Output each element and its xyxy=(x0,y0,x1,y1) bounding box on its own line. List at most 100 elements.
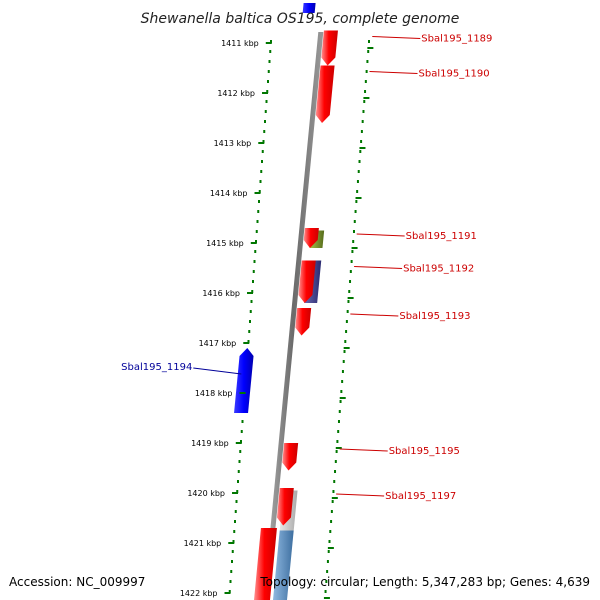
kbp-label: 1413 kbp xyxy=(214,139,252,148)
scale-dot-right xyxy=(344,340,347,343)
gene-arrow[interactable] xyxy=(321,30,338,66)
gene-label[interactable]: Sbal195_1193 xyxy=(399,311,470,322)
scale-dot-right xyxy=(362,110,365,113)
scale-dot-right xyxy=(354,210,357,213)
scale-dot-left xyxy=(254,250,257,253)
scale-dot-right xyxy=(367,50,370,53)
major-tick-left xyxy=(243,342,250,344)
scale-dot-left xyxy=(251,290,254,293)
kbp-label: 1412 kbp xyxy=(217,89,255,98)
scale-dot-left xyxy=(258,190,261,193)
gene-label[interactable]: Sbal195_1191 xyxy=(406,231,477,242)
scale-dot-left xyxy=(233,530,236,533)
gene-arrow[interactable] xyxy=(315,65,335,124)
scale-dot-left xyxy=(253,260,256,263)
scale-dot-left xyxy=(249,320,251,323)
scale-dot-right xyxy=(331,500,334,503)
scale-dot-right xyxy=(324,590,327,593)
major-tick-right xyxy=(351,247,358,249)
gene-leader-line xyxy=(336,493,385,497)
kbp-label: 1416 kbp xyxy=(202,289,240,298)
scale-dot-right xyxy=(345,320,348,323)
chart-title: Shewanella baltica OS195, complete genom… xyxy=(141,11,460,27)
scale-dot-left xyxy=(259,180,262,183)
scale-dot-left xyxy=(265,100,268,103)
scale-dot-left xyxy=(270,40,272,43)
scale-dot-right xyxy=(336,440,339,443)
scale-dot-left xyxy=(236,490,239,493)
scale-dot-left xyxy=(255,230,258,233)
major-tick-right xyxy=(323,597,330,599)
kbp-label: 1420 kbp xyxy=(187,489,225,498)
scale-dot-left xyxy=(252,280,254,283)
kbp-label: 1421 kbp xyxy=(184,539,222,548)
scale-dot-left xyxy=(238,460,241,463)
scale-dot-right xyxy=(355,200,358,203)
scale-dot-left xyxy=(266,90,269,93)
major-tick-left xyxy=(254,192,261,194)
scale-dot-left xyxy=(247,340,250,343)
gene-arrow[interactable] xyxy=(234,348,254,413)
scale-dot-right xyxy=(359,150,362,153)
gene-arrow[interactable] xyxy=(282,443,299,471)
scale-ticks-right xyxy=(324,40,370,593)
gene-arrow[interactable] xyxy=(276,488,294,526)
scale-dot-left xyxy=(229,580,232,583)
scale-dot-right xyxy=(332,490,335,493)
major-tick-right xyxy=(347,297,354,299)
scale-dot-left xyxy=(237,470,240,473)
scale-dot-left xyxy=(267,80,269,83)
red-unlabeled-feature xyxy=(253,528,277,600)
gene-track xyxy=(234,30,338,526)
gene-arrow[interactable] xyxy=(298,260,316,304)
gene-arrow[interactable] xyxy=(295,308,312,336)
scale-dot-left xyxy=(240,430,243,433)
gene-leader-line xyxy=(354,266,403,269)
scale-dot-left xyxy=(234,510,237,513)
scale-ticks-left xyxy=(228,40,272,593)
scale-dot-left xyxy=(237,480,239,483)
accession-text: Accession: NC_009997 xyxy=(9,575,145,589)
scale-dot-right xyxy=(329,530,332,533)
gene-label[interactable]: Sbal195_1190 xyxy=(419,69,490,80)
scale-dot-left xyxy=(263,130,266,133)
scale-dot-left xyxy=(228,590,231,593)
scale-dot-left xyxy=(231,550,234,553)
scale-dot-right xyxy=(368,40,370,43)
scale-dot-left xyxy=(239,450,242,453)
scale-dot-left xyxy=(264,110,267,113)
gene-label[interactable]: Sbal195_1192 xyxy=(403,264,474,275)
scale-dot-left xyxy=(261,150,264,153)
kbp-scale-labels: 1411 kbp 1412 kbp 1413 kbp 1414 kbp 1415 kbp… xyxy=(180,39,374,599)
gene-label[interactable]: Sbal195_1194 xyxy=(121,362,192,373)
gene-label[interactable]: Sbal195_1189 xyxy=(421,34,492,45)
major-tick-left xyxy=(262,92,269,94)
scale-dot-left xyxy=(252,270,255,273)
major-tick-right xyxy=(331,497,338,499)
scale-dot-left xyxy=(230,570,233,573)
major-tick-left xyxy=(250,242,257,244)
major-tick-left xyxy=(265,42,272,44)
scale-dot-right xyxy=(352,230,355,233)
kbp-label: 1415 kbp xyxy=(206,239,244,248)
scale-dot-left xyxy=(262,140,265,143)
scale-dot-right xyxy=(339,400,342,403)
backbone-line xyxy=(263,32,324,600)
gene-arrow[interactable] xyxy=(303,228,319,248)
scale-dot-right xyxy=(334,470,337,473)
gene-labels: Sbal195_1189 Sbal195_1190 Sbal195_1191 Sbal… xyxy=(121,34,492,503)
gene-label[interactable]: Sbal195_1195 xyxy=(389,446,460,457)
scale-dot-left xyxy=(267,70,270,73)
gene-label[interactable]: Sbal195_1197 xyxy=(385,491,456,502)
major-tick-left xyxy=(247,292,254,294)
scale-dot-left xyxy=(256,220,259,223)
scale-dot-right xyxy=(341,380,344,383)
scale-dot-left xyxy=(249,310,252,313)
major-tick-right xyxy=(359,147,366,149)
scale-dot-right xyxy=(348,290,351,293)
kbp-label: 1418 kbp xyxy=(195,389,233,398)
scale-dot-right xyxy=(360,130,363,133)
scale-dot-left xyxy=(268,60,271,63)
scale-dot-left xyxy=(260,170,263,173)
major-tick-left xyxy=(232,492,239,494)
